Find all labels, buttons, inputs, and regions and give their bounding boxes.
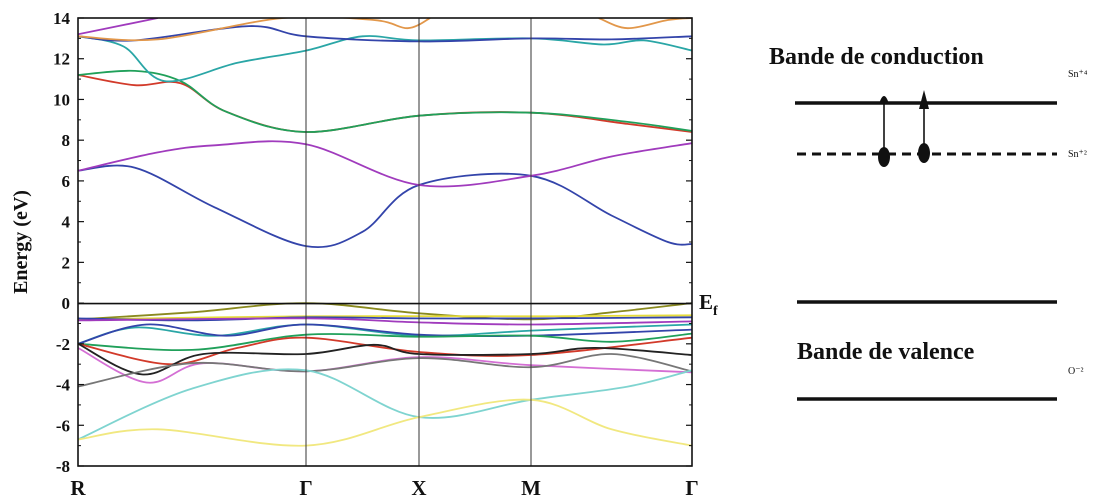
band-line: [78, 74, 692, 133]
y-tick-label: -2: [56, 335, 70, 354]
y-tick-label: -6: [56, 416, 70, 435]
y-axis-label: Energy (eV): [10, 190, 32, 294]
x-tick-label: Γ: [299, 476, 312, 500]
y-tick-label: 10: [53, 90, 70, 109]
sn4-label: Sn⁺⁴: [1068, 69, 1088, 80]
y-tick-label: -8: [56, 457, 70, 476]
band-line: [78, 25, 692, 43]
y-tick-label: -4: [56, 376, 71, 395]
y-axis-ticks: -8 -6 -4 -2 0 2 4 6 8 10 12 14: [53, 9, 692, 476]
band-line: [78, 140, 692, 188]
fermi-level-label: Ef: [699, 290, 718, 319]
band-line: [78, 323, 692, 345]
arrow-head-icon: [879, 96, 889, 104]
y-tick-label: 6: [62, 172, 71, 191]
band-line: [598, 18, 692, 30]
band-line: [78, 323, 692, 345]
band-line: [78, 314, 692, 321]
band-line: [78, 317, 692, 326]
band-lines: [78, 18, 692, 447]
valence-band-label: Bande de valence: [797, 339, 975, 365]
y-tick-label: 4: [62, 213, 71, 232]
band-structure-chart: -8 -6 -4 -2 0 2 4 6 8 10 12 14 R Γ X M Γ Energy (eV) Ef: [10, 9, 718, 500]
band-line: [78, 18, 431, 42]
y-tick-label: 2: [62, 253, 71, 272]
high-symmetry-lines: [305, 18, 532, 466]
y-tick-label: 12: [53, 50, 70, 69]
band-line: [78, 69, 692, 133]
band-line: [78, 368, 692, 441]
x-tick-label: R: [70, 476, 86, 500]
band-line: [78, 398, 692, 447]
band-line: [78, 316, 692, 322]
band-line: [78, 164, 692, 248]
electron-icon: [918, 143, 930, 163]
band-line: [78, 353, 692, 388]
band-line: [78, 342, 692, 376]
band-line: [78, 336, 692, 366]
band-diagram: Bande de conduction Sn⁺⁴ Sn⁺² Bande de v…: [769, 44, 1088, 401]
arrow-head-icon: [919, 90, 929, 109]
y-tick-label: 0: [62, 294, 71, 313]
band-line: [78, 18, 158, 36]
electron-icon: [878, 147, 890, 167]
x-tick-label: X: [411, 476, 426, 500]
sn2-label: Sn⁺²: [1068, 149, 1087, 160]
plot-frame: [77, 17, 693, 467]
y-tick-label: 14: [53, 9, 71, 28]
y-tick-label: 8: [62, 131, 71, 150]
band-line: [78, 35, 692, 83]
o2-label: O⁻²: [1068, 366, 1084, 377]
x-tick-label: M: [521, 476, 541, 500]
x-tick-label: Γ: [685, 476, 698, 500]
conduction-band-label: Bande de conduction: [769, 44, 984, 70]
